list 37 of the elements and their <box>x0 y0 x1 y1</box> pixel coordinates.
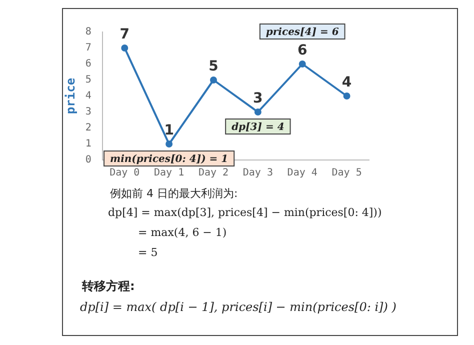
annotation: dp[3] = 4 <box>232 122 284 134</box>
data-label: 4 <box>342 74 352 91</box>
point <box>121 44 128 52</box>
x-tick-label: Day 1 <box>154 168 184 179</box>
annotation: prices[4] = 6 <box>266 27 339 38</box>
point <box>210 76 217 84</box>
y-tick-label: 8 <box>85 26 92 38</box>
y-tick-label: 0 <box>85 154 92 166</box>
y-axis-title: price <box>63 78 78 114</box>
text: dp[i] = max( dp[i − 1], prices[i] − min(prices[0: i]) ) <box>80 300 396 314</box>
x-tick-label: Day 4 <box>287 168 318 179</box>
x-tick-label: Day 2 <box>198 168 229 179</box>
data-label: 3 <box>253 90 263 107</box>
point <box>298 60 306 68</box>
y-tick-label: 7 <box>85 42 92 54</box>
x-tick-label: Day 0 <box>110 168 140 179</box>
y-tick-label: 1 <box>85 138 92 150</box>
point <box>343 92 350 100</box>
point <box>166 140 173 148</box>
y-tick-label: 2 <box>85 122 92 134</box>
text: = max(4, 6 − 1) <box>138 226 227 239</box>
point <box>254 108 262 116</box>
y-tick-label: 5 <box>85 74 92 86</box>
text: 转移方程: <box>82 278 135 295</box>
text: 例如前 4 日的最大利润为: <box>110 186 238 201</box>
data-label: 1 <box>164 122 174 139</box>
text: = 5 <box>138 246 158 259</box>
data-label: 6 <box>297 42 308 59</box>
y-tick-label: 6 <box>85 58 92 70</box>
y-tick-label: 3 <box>85 106 92 118</box>
annotation: min(prices[0: 4]) = 1 <box>110 154 228 166</box>
text: dp[4] = max(dp[3], prices[4] − min(prices[0: 4])) <box>108 206 382 219</box>
x-tick-label: Day 5 <box>332 168 362 179</box>
y-tick-label: 4 <box>85 90 92 102</box>
x-tick-label: Day 3 <box>242 168 273 179</box>
data-label: 7 <box>120 26 130 43</box>
data-label: 5 <box>208 58 218 75</box>
